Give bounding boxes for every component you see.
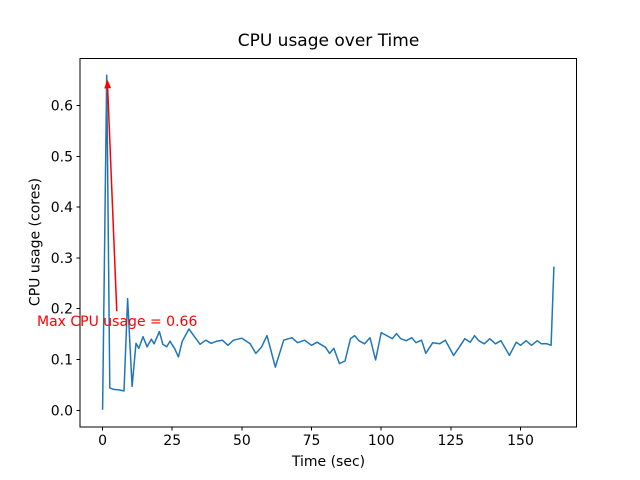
x-axis-label: Time (sec) (291, 454, 366, 470)
y-tick-label: 0.6 (51, 99, 73, 115)
y-tick-label: 0.3 (51, 251, 73, 267)
y-tick-label: 0.0 (51, 403, 73, 419)
x-tick-label: 0 (98, 433, 107, 449)
y-axis-label: CPU usage (cores) (27, 177, 44, 307)
x-tick-label: 75 (303, 433, 321, 449)
y-tick-label: 0.5 (51, 149, 73, 165)
y-tick-label: 0.1 (51, 352, 73, 368)
annotation-arrow-shaft (106, 88, 118, 312)
cpu-usage-line (101, 74, 555, 410)
chart-title: CPU usage over Time (237, 31, 420, 51)
x-tick-label: 50 (233, 433, 251, 449)
y-tick-label: 0.2 (51, 302, 73, 318)
x-tick-label: 150 (507, 433, 534, 449)
annotation-arrowhead (104, 79, 112, 89)
annotation-max-cpu-text: Max CPU usage = 0.66 (37, 314, 198, 330)
x-tick-label: 125 (437, 433, 464, 449)
x-tick-label: 100 (368, 433, 395, 449)
y-tick-label: 0.4 (51, 200, 73, 216)
x-tick-label: 25 (163, 433, 181, 449)
plot-area (79, 58, 577, 428)
